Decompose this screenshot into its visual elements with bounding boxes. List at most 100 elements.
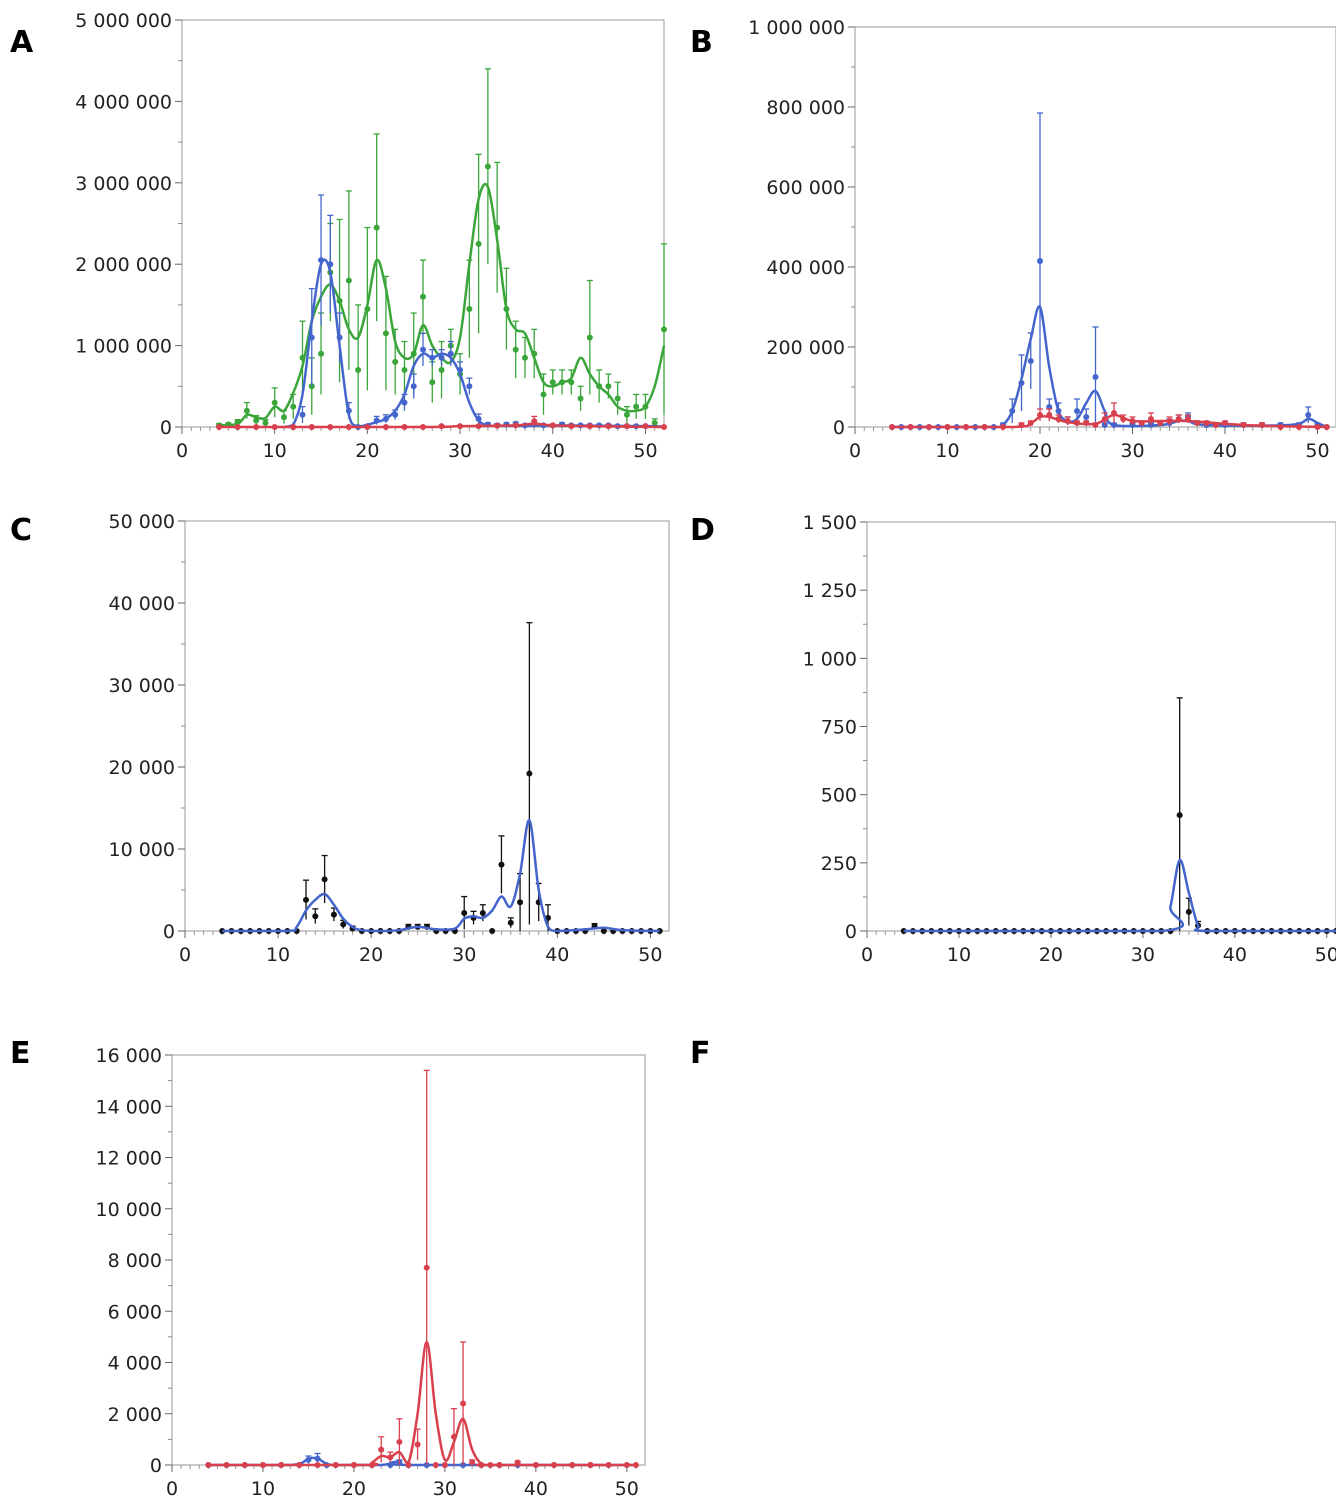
data-point <box>205 1462 212 1468</box>
smooth-curve <box>222 819 660 933</box>
x-tick-label: 30 <box>1120 440 1144 462</box>
chart-C: 0 10 000 20 000 30 000 40 000 50 000 0 10 20 30 40… <box>109 511 670 966</box>
data-point <box>551 1462 558 1468</box>
data-point <box>568 379 575 386</box>
y-tick-label: 200 000 <box>766 337 845 359</box>
data-point <box>494 224 501 231</box>
panel-label-B: B <box>690 25 713 60</box>
data-point <box>494 422 501 429</box>
x-tick-label: 50 <box>638 944 662 966</box>
data-point <box>889 424 895 430</box>
data-point <box>661 326 667 333</box>
y-tick-label: 400 000 <box>766 257 845 279</box>
data-point <box>327 424 334 430</box>
smooth-curve <box>283 258 665 429</box>
data-point <box>559 379 566 386</box>
data-point <box>1074 408 1080 414</box>
data-point <box>475 415 482 422</box>
data-point <box>1111 410 1117 416</box>
y-tick-label: 1 250 <box>803 580 857 602</box>
smooth-curve <box>208 1340 636 1467</box>
data-point <box>1018 422 1025 428</box>
data-point <box>271 399 278 406</box>
series-0 <box>216 68 667 429</box>
data-point <box>479 909 486 916</box>
series-0 <box>889 112 1330 430</box>
data-point <box>336 334 343 341</box>
plot-frame <box>866 521 1336 932</box>
y-tick-label: 500 <box>821 785 857 807</box>
x-tick-label: 50 <box>615 1478 639 1499</box>
data-point <box>299 354 306 361</box>
data-point <box>605 1462 612 1468</box>
x-tick-label: 40 <box>1223 944 1247 966</box>
data-point <box>420 424 426 430</box>
data-point <box>401 399 408 406</box>
data-point <box>314 1455 321 1462</box>
data-point <box>460 1400 467 1407</box>
x-tick-label: 30 <box>452 944 476 966</box>
x-tick-label: 10 <box>935 440 959 462</box>
data-point <box>531 418 538 425</box>
data-point <box>382 415 389 422</box>
data-point <box>318 350 325 357</box>
chart-D: 0 250 500 750 1 000 1 250 1 500 0 10 20 30 40 50 <box>803 512 1336 966</box>
y-tick-label: 4 000 <box>108 1353 162 1375</box>
data-point <box>963 424 969 430</box>
data-point <box>308 334 315 341</box>
data-point <box>1222 420 1228 426</box>
data-point <box>1129 418 1136 424</box>
x-tick-label: 20 <box>359 944 383 966</box>
data-point <box>410 383 417 390</box>
data-point <box>526 770 533 777</box>
data-point <box>305 1456 312 1463</box>
svg-text:E: E <box>10 1036 31 1071</box>
data-point <box>532 1462 539 1468</box>
panel-label-C: C <box>10 513 32 548</box>
data-point <box>1157 420 1164 426</box>
y-tick-label: 0 <box>163 921 175 943</box>
data-point <box>414 1441 421 1448</box>
data-point <box>450 1433 457 1440</box>
y-tick-label: 3 000 000 <box>75 173 172 195</box>
data-point <box>461 909 468 916</box>
data-point <box>1120 416 1127 422</box>
x-tick-label: 30 <box>433 1478 457 1499</box>
data-point <box>280 414 287 421</box>
y-tick-label: 1 000 <box>803 648 857 670</box>
data-point <box>569 1462 576 1468</box>
x-tick-label: 40 <box>541 440 565 462</box>
panel-label-A: A <box>10 25 34 60</box>
y-tick-label: 0 <box>845 921 857 943</box>
series-1 <box>889 402 1330 430</box>
y-tick-label: 1 500 <box>803 512 857 534</box>
data-point <box>981 424 988 430</box>
data-point <box>944 424 951 430</box>
data-point <box>290 424 297 430</box>
data-point <box>466 305 473 312</box>
data-point <box>586 423 593 430</box>
data-point <box>1009 408 1016 414</box>
data-point <box>382 424 389 430</box>
data-point <box>345 424 352 430</box>
data-point <box>387 1462 394 1468</box>
data-point <box>457 423 464 430</box>
y-tick-label: 1 000 000 <box>75 336 172 358</box>
data-point <box>314 1462 321 1468</box>
data-point <box>596 383 603 390</box>
x-tick-label: 20 <box>1028 440 1052 462</box>
x-tick-label: 0 <box>176 440 188 462</box>
data-point <box>642 403 649 410</box>
panel-label-F: F <box>690 1036 711 1071</box>
data-point <box>1314 424 1321 430</box>
svg-text:C: C <box>10 513 32 548</box>
chart-A: 0 1 000 000 2 000 000 3 000 000 4 000 000 5 0… <box>75 10 667 462</box>
x-tick-label: 50 <box>1315 944 1336 966</box>
data-point <box>586 334 593 341</box>
data-point <box>345 277 352 284</box>
data-point <box>420 293 426 300</box>
data-point <box>447 350 454 357</box>
x-tick-label: 50 <box>633 440 657 462</box>
